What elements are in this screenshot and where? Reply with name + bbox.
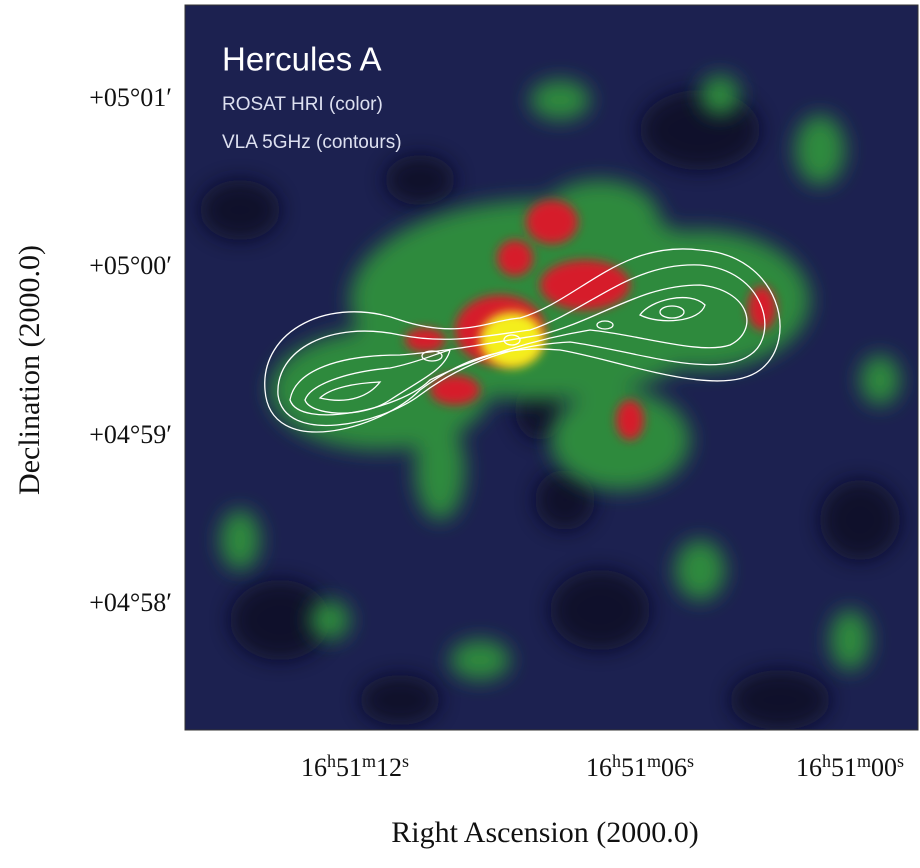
x-tick-label: 16h51m00s	[796, 751, 904, 782]
figure: Hercules A ROSAT HRI (color) VLA 5GHz (co…	[0, 0, 920, 863]
y-tick-label: +04°58′	[89, 588, 172, 617]
y-axis-label: Declination (2000.0)	[13, 245, 46, 495]
y-tick-label: +05°00′	[89, 251, 172, 280]
page: {"figure": { "title": "Hercules A", "leg…	[0, 0, 920, 868]
legend-entry: VLA 5GHz (contours)	[222, 132, 402, 153]
xray-image: Hercules A ROSAT HRI (color) VLA 5GHz (co…	[185, 5, 918, 730]
legend-entry: ROSAT HRI (color)	[222, 94, 383, 115]
x-tick-label: 16h51m12s	[301, 751, 409, 782]
x-tick-label: 16h51m06s	[586, 751, 694, 782]
y-tick-label: +04°59′	[89, 420, 172, 449]
image-title: Hercules A	[222, 41, 382, 78]
y-tick-label: +05°01′	[89, 83, 172, 112]
x-axis-label: Right Ascension (2000.0)	[391, 816, 699, 849]
